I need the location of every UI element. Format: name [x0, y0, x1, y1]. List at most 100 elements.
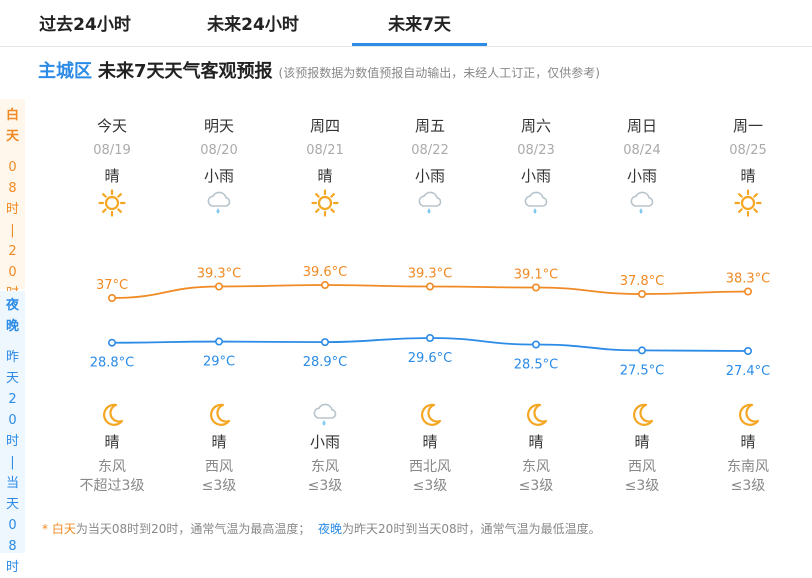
low-temp-point [531, 340, 540, 349]
tab-bar: 过去24小时 未来24小时 未来7天 [0, 0, 812, 47]
day-weather: 小雨 [520, 167, 551, 185]
day-date: 08/21 [306, 143, 344, 158]
sun-icon [270, 188, 380, 218]
wind-direction: 西北风 [409, 459, 451, 475]
footnote-night-text: 为昨天20时到当天08时，通常气温为最低温度。 [342, 522, 601, 536]
sun-icon [693, 188, 803, 218]
tab-past-24h[interactable]: 过去24小时 [39, 15, 131, 35]
tab-next-7days[interactable]: 未来7天 [352, 0, 487, 46]
low-temp-point [108, 338, 117, 347]
high-temp-point [743, 287, 752, 296]
wind-direction: 西风 [205, 459, 233, 475]
day-name: 今天 [96, 117, 127, 135]
night-weather: 晴 [104, 433, 120, 451]
wind-direction: 东风 [522, 459, 550, 475]
light-rain-icon [164, 188, 274, 218]
wind-force: ≤3级 [518, 478, 554, 494]
night-weather: 晴 [634, 433, 650, 451]
high-temp-point [425, 282, 434, 291]
day-weather: 晴 [740, 167, 756, 185]
moon-icon [375, 400, 485, 430]
day-weather: 晴 [104, 167, 120, 185]
wind-force: ≤3级 [730, 478, 766, 494]
footnote-day-term: 白天 [51, 522, 76, 536]
wind-direction: 西风 [628, 459, 656, 475]
low-temp-point [743, 347, 752, 356]
wind-info: 东风 ≤3级 [481, 458, 591, 496]
wind-direction: 东风 [311, 459, 339, 475]
wind-info: 东南风 ≤3级 [693, 458, 803, 496]
high-temp-label: 38.3°C [726, 272, 771, 287]
night-weather: 晴 [740, 433, 756, 451]
night-weather: 晴 [211, 433, 227, 451]
low-temp-point [320, 338, 329, 347]
high-temp-point [108, 293, 117, 302]
day-name: 周日 [626, 117, 657, 135]
footnote-day-text: 为当天08时到20时，通常气温为最高温度； [75, 522, 311, 536]
day-name: 周五 [414, 117, 445, 135]
high-temp-label: 39.6°C [303, 265, 348, 280]
high-temp-label: 37°C [96, 278, 128, 293]
day-weather: 晴 [317, 167, 333, 185]
wind-info: 西北风 ≤3级 [375, 458, 485, 496]
low-temp-point [637, 346, 646, 355]
footnote: * 白天为当天08时到20时，通常气温为最高温度； 夜晚为昨天20时到当天08时… [42, 522, 601, 536]
high-temp-point [531, 283, 540, 292]
light-rain-icon [587, 188, 697, 218]
footnote-night-term: 夜晚 [318, 522, 343, 536]
day-date: 08/22 [411, 143, 449, 158]
day-date: 08/20 [200, 143, 238, 158]
light-rain-icon [481, 188, 591, 218]
low-temp-label: 29.6°C [408, 351, 453, 366]
temperature-chart: 37°C 39.3°C 39.6°C 39.3°C 39.1°C 37.8°C 38.3°C… [90, 265, 771, 379]
wind-force: ≤3级 [307, 478, 343, 494]
moon-icon [164, 400, 274, 430]
sun-icon [57, 188, 167, 218]
night-weather: 小雨 [309, 433, 340, 451]
night-weather: 晴 [422, 433, 438, 451]
low-temp-point [425, 334, 434, 343]
day-date: 08/24 [623, 143, 661, 158]
night-weather: 晴 [528, 433, 544, 451]
high-temp-point [215, 282, 224, 291]
area-name: 主城区 [38, 61, 92, 82]
disclaimer-note: (该预报数据为数值预报自动输出，未经人工订正，仅供参考) [278, 66, 600, 80]
wind-info: 西风 ≤3级 [587, 458, 697, 496]
day-side-label: 白天 [5, 108, 19, 144]
high-temp-point [320, 280, 329, 289]
day-name: 周四 [309, 117, 340, 135]
light-rain-icon [375, 188, 485, 218]
day-name: 周一 [732, 117, 763, 135]
day-date: 08/23 [517, 143, 555, 158]
wind-force: ≤3级 [201, 478, 237, 494]
moon-icon [693, 400, 803, 430]
wind-info: 东风 ≤3级 [270, 458, 380, 496]
wind-force: ≤3级 [624, 478, 660, 494]
high-temp-label: 39.1°C [514, 268, 559, 283]
low-temp-label: 28.9°C [303, 355, 348, 370]
day-date: 08/25 [729, 143, 767, 158]
tab-next-24h[interactable]: 未来24小时 [207, 15, 299, 35]
low-temp-label: 27.4°C [726, 364, 771, 379]
day-name: 明天 [203, 117, 234, 135]
wind-info: 西风 ≤3级 [164, 458, 274, 496]
night-side-label: 夜晚 [5, 298, 19, 334]
low-temp-label: 27.5°C [620, 363, 665, 378]
light-rain-icon [270, 400, 380, 430]
high-temp-label: 39.3°C [197, 267, 242, 282]
wind-direction: 东风 [98, 459, 126, 475]
page-title: 未来7天天气客观预报 [98, 61, 273, 82]
forecast-heading: 主城区 未来7天天气客观预报 (该预报数据为数值预报自动输出，未经人工订正，仅供参考… [38, 57, 600, 85]
high-temp-label: 39.3°C [408, 267, 453, 282]
low-temp-label: 29°C [203, 355, 235, 370]
moon-icon [481, 400, 591, 430]
wind-direction: 东南风 [727, 459, 769, 475]
low-temp-label: 28.5°C [514, 358, 559, 373]
night-side-label: 夜晚昨天 2 0 时 | 当天 0 8 时 [0, 291, 25, 575]
day-weather: 小雨 [203, 167, 234, 185]
day-date: 08/19 [93, 143, 131, 158]
wind-force: ≤3级 [412, 478, 448, 494]
day-weather: 小雨 [414, 167, 445, 185]
moon-icon [587, 400, 697, 430]
low-temp-point [215, 337, 224, 346]
